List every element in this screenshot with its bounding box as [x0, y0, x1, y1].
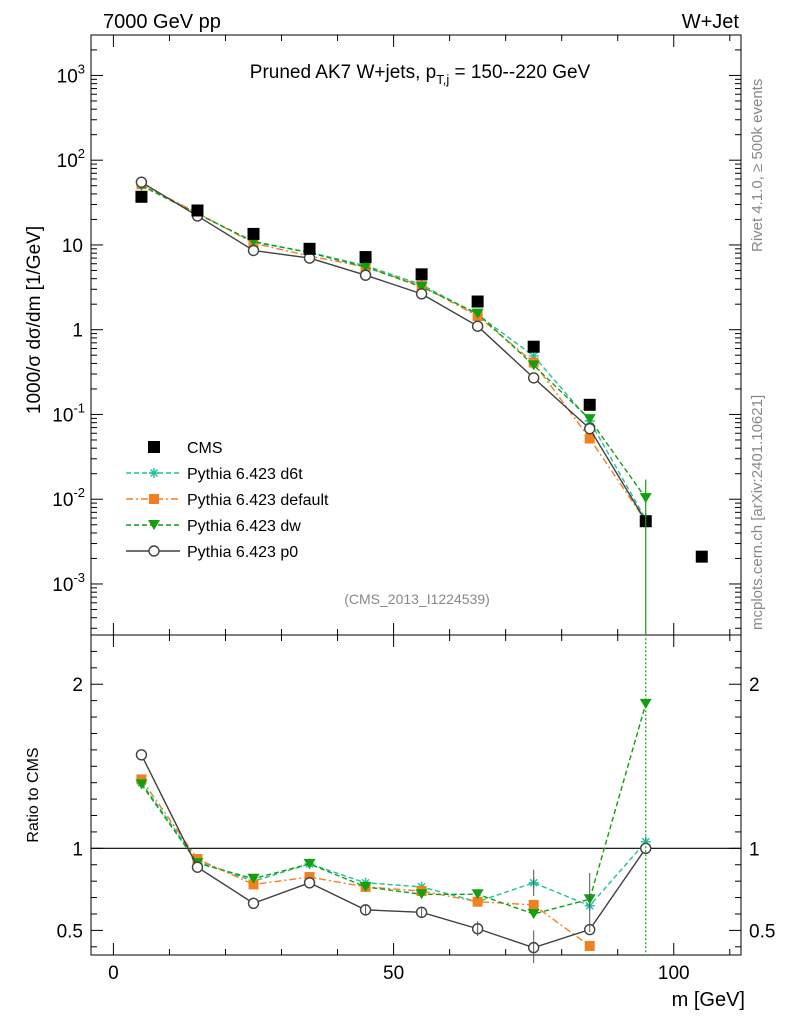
- ratio-point-default: [528, 899, 539, 910]
- data-point-p0: [415, 288, 428, 300]
- data-point-dw: [471, 308, 484, 319]
- data-point-cms: [695, 550, 708, 563]
- ratio-y-tick-label-left: 2: [72, 675, 83, 696]
- legend-entry-cms: CMS: [148, 440, 223, 457]
- ratio-line-default: [140, 779, 591, 947]
- ratio-point-dw: [471, 889, 484, 900]
- y-tick-label: 10: [62, 236, 83, 257]
- y-tick-label: 102: [57, 146, 85, 172]
- ratio-y-tick-label-right: 2: [749, 675, 760, 696]
- legend-marker-cms: [148, 441, 160, 453]
- series-line-p0: [141, 181, 647, 522]
- data-point-cms: [135, 190, 148, 203]
- rivet-version-label: Rivet 4.1.0, ≥ 500k events: [749, 79, 766, 252]
- x-tick-label: 0: [108, 963, 119, 984]
- ratio-y-axis-label: Ratio to CMS: [25, 747, 42, 842]
- legend-label-cms: CMS: [187, 440, 223, 457]
- ratio-point-p0: [247, 897, 260, 910]
- ratio-y-tick-label-left: 0.5: [57, 921, 83, 942]
- y-tick-label: 103: [57, 61, 85, 87]
- ratio-panel-frame: [90, 634, 742, 956]
- x-tick-label: 50: [383, 963, 404, 984]
- ratio-point-default: [248, 879, 259, 890]
- ratio-y-tick-label-left: 1: [72, 839, 83, 860]
- data-point-p0: [471, 320, 484, 332]
- legend-entry-default: Pythia 6.423 default: [126, 492, 329, 509]
- series-line-default: [141, 183, 647, 522]
- data-point-cms: [583, 398, 596, 411]
- data-point-cms: [359, 251, 372, 264]
- ratio-point-default: [304, 872, 315, 883]
- ratio-point-p0: [303, 877, 316, 889]
- ratio-point-dw: [415, 889, 428, 900]
- ratio-line-dw: [140, 703, 647, 915]
- data-point-d6t: [528, 350, 539, 361]
- mcplots-label: mcplots.cern.ch [arXiv:2401.10621]: [749, 395, 766, 630]
- ratio-point-p0: [191, 861, 204, 873]
- analysis-tag: (CMS_2013_I1224539): [344, 591, 490, 607]
- data-point-dw: [527, 360, 540, 371]
- ratio-point-default: [584, 940, 595, 951]
- y-tick-label: 10-3: [52, 570, 85, 596]
- legend-marker-default: [149, 494, 159, 504]
- data-point-cms: [415, 268, 428, 281]
- legend-label-p0: Pythia 6.423 p0: [187, 544, 298, 561]
- data-point-p0: [247, 244, 260, 257]
- ratio-point-p0: [135, 749, 148, 761]
- legend-label-dw: Pythia 6.423 dw: [187, 518, 301, 535]
- x-tick-label: 100: [658, 963, 690, 984]
- legend-marker-dw: [148, 520, 160, 530]
- legend-entry-dw: Pythia 6.423 dw: [126, 518, 301, 535]
- ratio-point-dw: [135, 779, 148, 790]
- ratio-point-dw: [303, 858, 316, 869]
- legend: CMS Pythia 6.423 d6t Pythia 6.423 defaul…: [126, 440, 329, 561]
- ratio-point-dw: [247, 873, 260, 884]
- legend-entry-d6t: Pythia 6.423 d6t: [126, 466, 303, 483]
- ratio-point-default: [472, 896, 483, 907]
- series-line-d6t: [141, 184, 647, 520]
- data-point-default: [584, 433, 595, 444]
- data-point-p0: [359, 269, 372, 281]
- data-point-cms: [527, 340, 540, 353]
- legend-marker-d6t: [149, 468, 159, 478]
- data-point-cms: [303, 242, 316, 255]
- series-line-dw: [141, 185, 647, 499]
- ratio-line-p0: [140, 754, 647, 949]
- x-axis-label: m [GeV]: [672, 989, 745, 1011]
- energy-label: 7000 GeV pp: [103, 11, 221, 33]
- ratio-line-d6t: [140, 782, 647, 907]
- y-tick-label: 1: [72, 321, 83, 342]
- chart-marks: 10-3 10-2 10-1 1 10 102 103 0 50 100 0.5 0.5 1 1 2 2: [52, 34, 775, 984]
- data-point-dw: [415, 281, 428, 292]
- ratio-point-dw: [359, 881, 372, 892]
- y-tick-label: 10-1: [52, 400, 85, 426]
- data-point-cms: [471, 295, 484, 308]
- data-point-cms: [191, 204, 204, 217]
- chart-title: Pruned AK7 W+jets, pT,j = 150--220 GeV: [250, 62, 591, 87]
- ratio-y-tick-label-right: 0.5: [749, 921, 775, 942]
- process-label: W+Jet: [682, 11, 740, 33]
- ratio-point-d6t: [640, 836, 651, 847]
- data-point-dw: [359, 261, 372, 272]
- ratio-y-tick-label-right: 1: [749, 839, 760, 860]
- data-point-cms: [247, 227, 260, 240]
- main-y-axis-label: 1000/σ dσ/dm [1/GeV]: [24, 226, 45, 414]
- data-point-p0: [584, 422, 596, 435]
- legend-label-default: Pythia 6.423 default: [187, 492, 329, 509]
- data-point-p0: [527, 372, 540, 384]
- y-tick-label: 10-2: [52, 485, 85, 511]
- data-point-dw: [583, 414, 596, 425]
- legend-marker-p0: [148, 545, 160, 557]
- data-point-p0: [135, 176, 148, 188]
- ratio-point-dw: [527, 908, 540, 919]
- legend-entry-p0: Pythia 6.423 p0: [126, 544, 298, 561]
- legend-label-d6t: Pythia 6.423 d6t: [187, 466, 303, 483]
